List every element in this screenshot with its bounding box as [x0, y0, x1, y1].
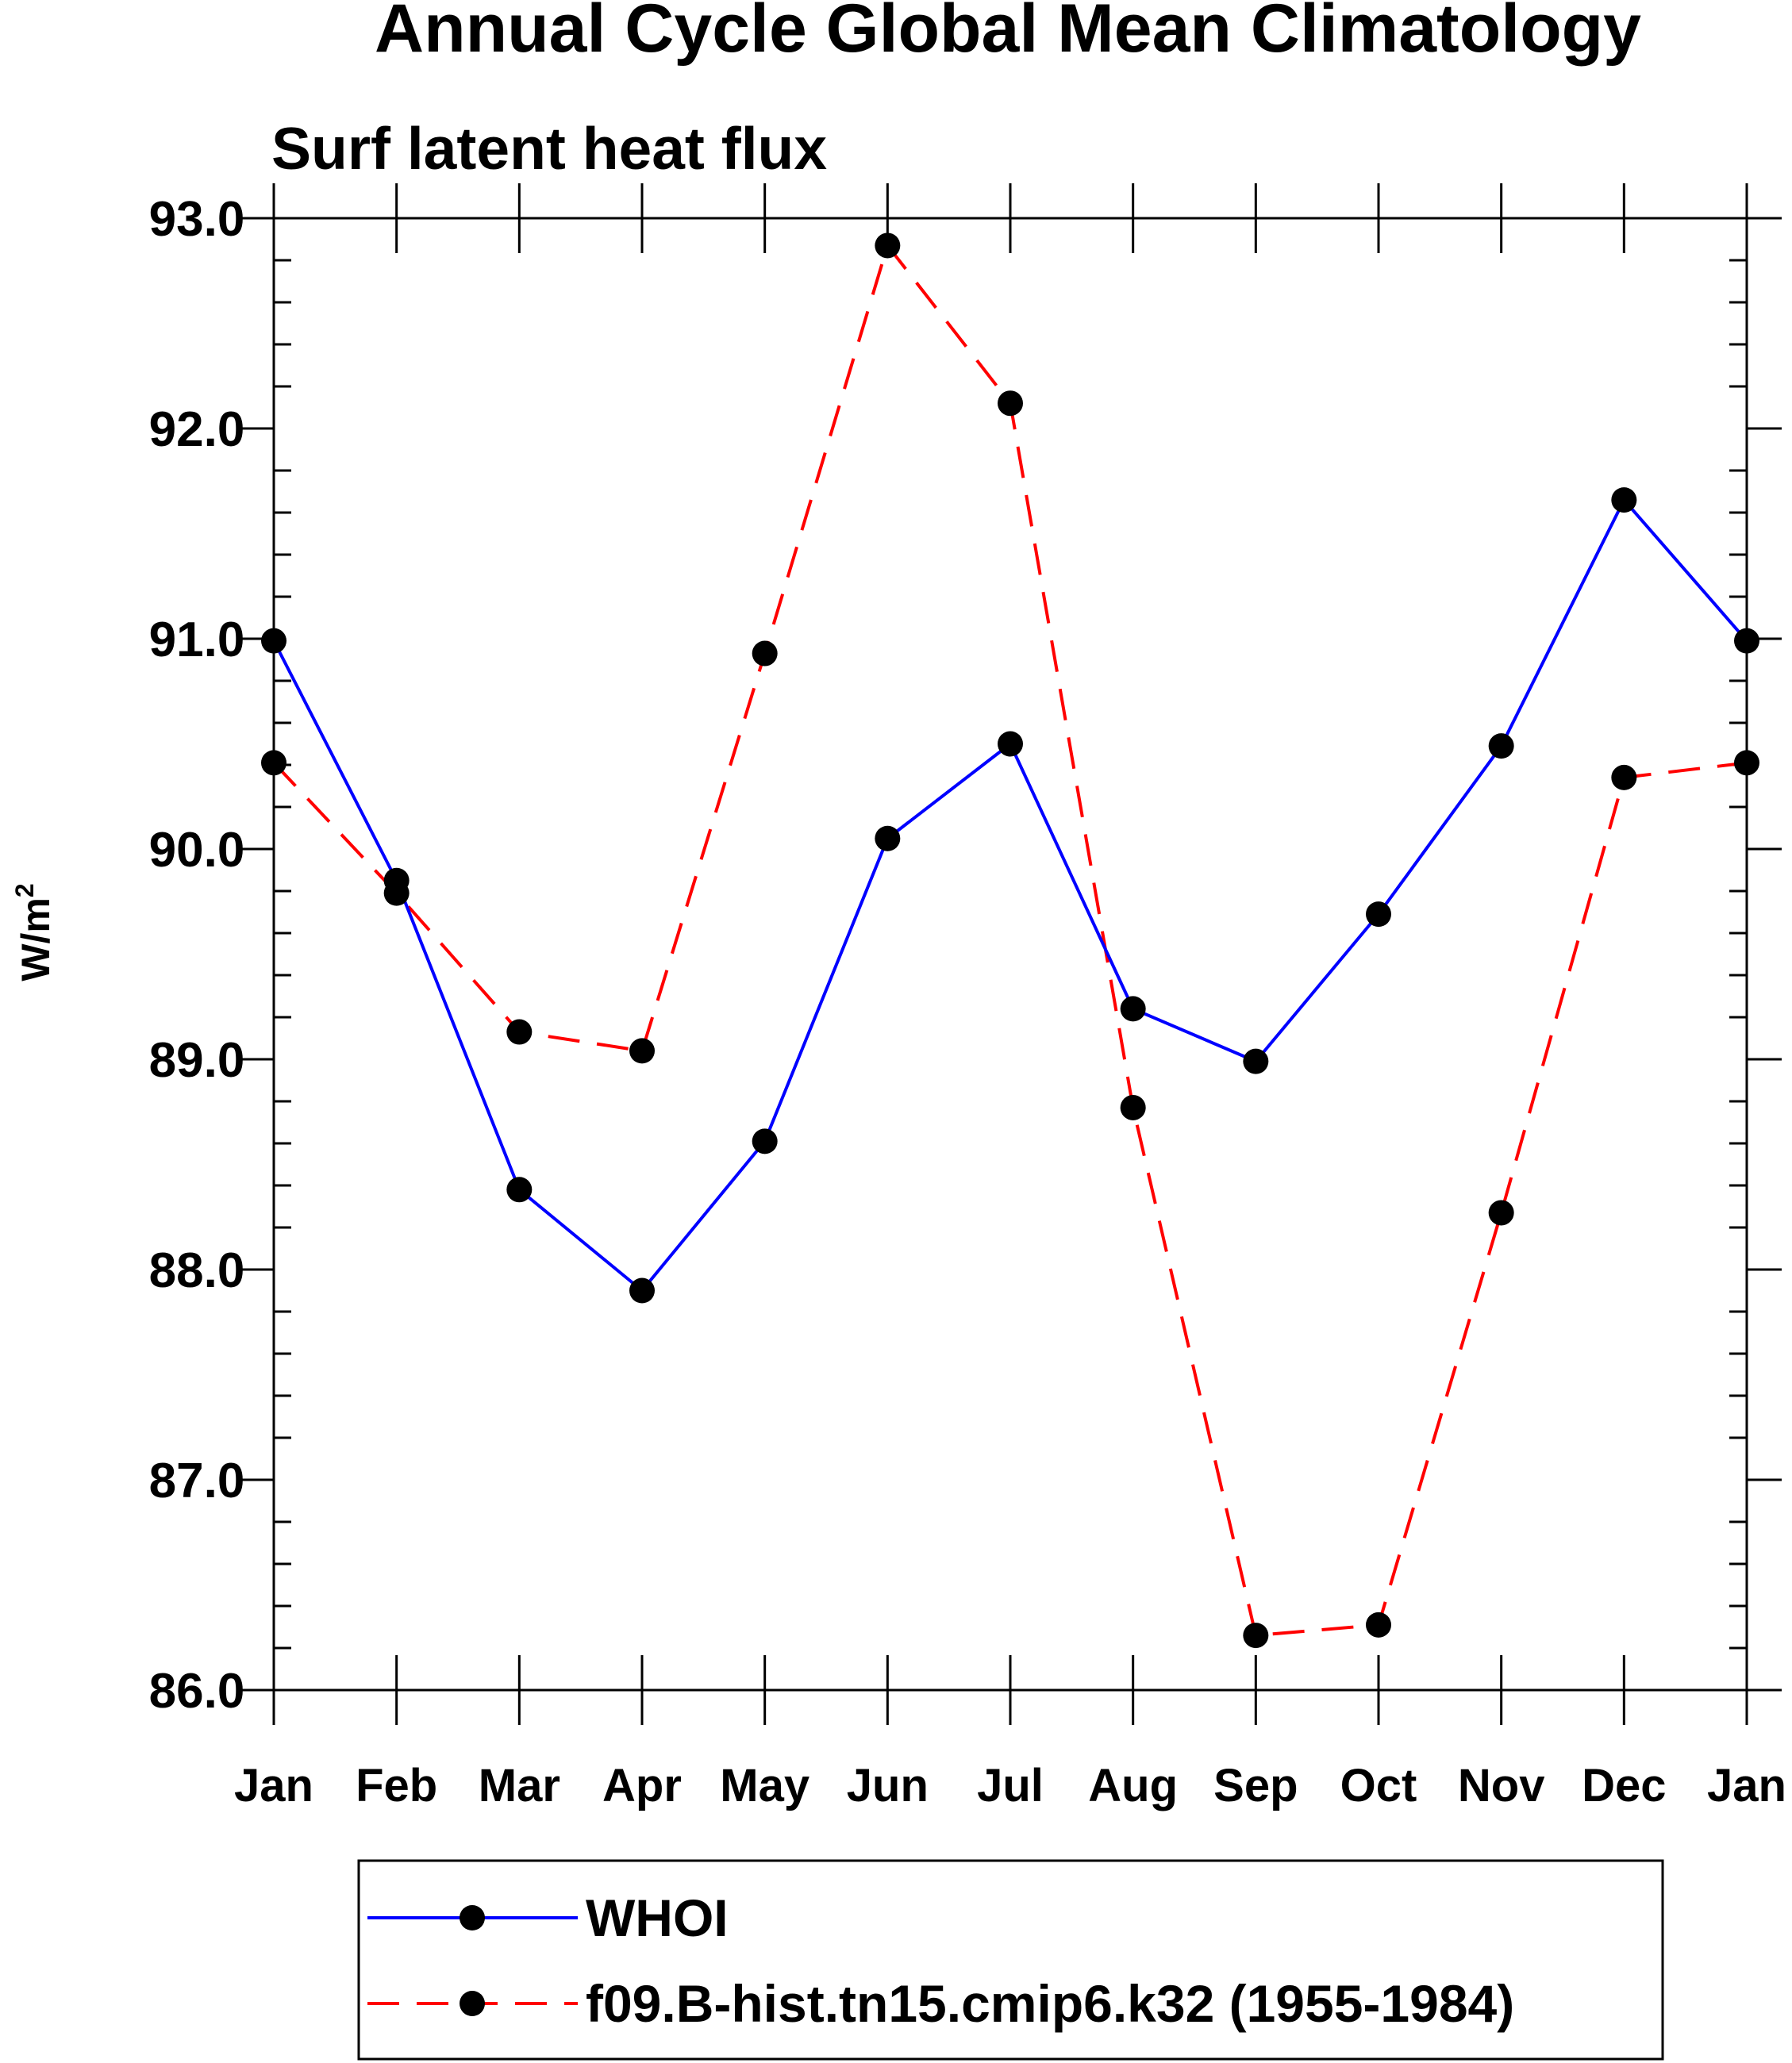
series-0-point — [383, 867, 410, 893]
series-0-point — [1488, 733, 1514, 759]
legend-marker-model — [460, 1991, 485, 2016]
y-tick-label: 87.0 — [149, 1454, 245, 1508]
minor-ticks — [274, 259, 1747, 1650]
x-tick-label: Jul — [977, 1760, 1044, 1811]
series-0-point — [629, 1277, 655, 1304]
y-tick-label: 93.0 — [149, 192, 245, 247]
series-0-point — [1611, 487, 1637, 513]
x-tick-label: Oct — [1340, 1760, 1417, 1811]
series-1-point — [506, 1019, 533, 1045]
y-tick-label: 86.0 — [149, 1664, 245, 1719]
chart-title: Annual Cycle Global Mean Climatology — [375, 0, 1641, 67]
series-1-point — [998, 390, 1023, 417]
series-1-point — [875, 232, 901, 259]
x-tick-label: Jan — [234, 1760, 313, 1811]
legend-box — [357, 1859, 1664, 2061]
x-tick-label: Sep — [1213, 1760, 1298, 1811]
x-tick-label: Apr — [602, 1760, 682, 1811]
series-1-point — [1243, 1623, 1269, 1649]
series-1-point — [752, 640, 778, 667]
series-0-point — [998, 731, 1023, 757]
y-tick-label: 89.0 — [149, 1033, 245, 1088]
legend-label-whoi: WHOI — [586, 1888, 729, 1947]
svg-text:W/m2: W/m2 — [10, 883, 58, 981]
y-tick-label: 90.0 — [149, 823, 245, 878]
plot-frame — [272, 217, 1748, 1692]
y-tick-label: 91.0 — [149, 613, 245, 667]
series-0-point — [1243, 1048, 1269, 1074]
series-layer — [261, 232, 1759, 1649]
series-line-1 — [272, 244, 1748, 1638]
x-tick-label: Jan — [1707, 1760, 1786, 1811]
series-1-point — [1120, 1094, 1146, 1120]
y-axis-label-text: W/m — [13, 897, 58, 982]
series-0-point — [1120, 996, 1146, 1022]
x-tick-label: Dec — [1582, 1760, 1666, 1811]
y-tick-label: 92.0 — [149, 402, 245, 457]
series-line-0 — [272, 498, 1748, 1293]
x-tick-label: May — [720, 1760, 809, 1811]
x-tick-label: Feb — [356, 1760, 437, 1811]
series-1-point — [1611, 764, 1637, 790]
series-0-point — [506, 1177, 533, 1203]
y-axis-label-superscript: 2 — [10, 883, 39, 897]
y-axis-label: W/m2 — [10, 883, 58, 981]
series-1-point — [1488, 1200, 1514, 1226]
chart-subtitle: Surf latent heat flux — [271, 115, 827, 182]
series-1-point — [1366, 1612, 1391, 1638]
x-tick-label: Aug — [1088, 1760, 1178, 1811]
legend-marker-whoi — [460, 1905, 485, 1930]
series-0-point — [752, 1128, 778, 1154]
x-tick-label: Mar — [479, 1760, 560, 1811]
y-tick-label: 88.0 — [149, 1243, 245, 1298]
series-0-point — [875, 825, 901, 851]
legend: WHOI f09.B-hist.tn15.cmip6.k32 (1955-198… — [357, 1859, 1664, 2061]
y-tick-labels: 86.0 87.0 88.0 89.0 90.0 91.0 92.0 93.0 — [149, 192, 245, 1719]
x-tick-label: Nov — [1458, 1760, 1545, 1811]
legend-label-model: f09.B-hist.tn15.cmip6.k32 (1955-1984) — [586, 1974, 1514, 2033]
series-0-point — [1366, 901, 1391, 928]
series-1-point — [629, 1038, 655, 1064]
x-tick-labels: Jan Feb Mar Apr May Jun Jul Aug Sep Oct Nov Dec Jan — [234, 1760, 1786, 1811]
x-tick-label: Jun — [847, 1760, 929, 1811]
